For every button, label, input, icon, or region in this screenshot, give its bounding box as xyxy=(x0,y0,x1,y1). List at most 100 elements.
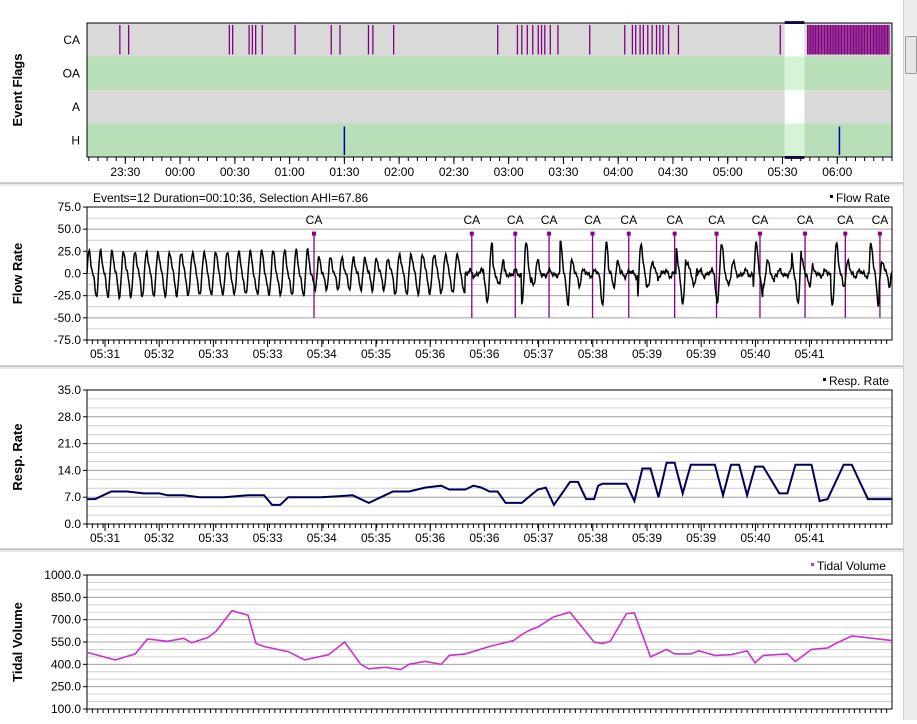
resp-x-tick-label: 05:36 xyxy=(469,531,499,545)
resp-x-tick-label: 05:31 xyxy=(90,531,120,545)
selection-band-h xyxy=(784,123,805,157)
x-tick-label: 05:00 xyxy=(713,165,743,179)
flow-y-tick-label: 75.0 xyxy=(58,200,82,214)
flow-y-tick-label: -50.0 xyxy=(54,311,82,325)
x-tick-label: 03:00 xyxy=(494,165,524,179)
flow-x-tick-label: 05:39 xyxy=(632,347,662,361)
panel-separator xyxy=(0,366,903,369)
ca-event-dot xyxy=(757,231,762,236)
x-tick-label: 04:00 xyxy=(603,165,633,179)
flow-x-tick-label: 05:38 xyxy=(578,347,608,361)
panel-separator xyxy=(0,549,903,552)
ca-event-label: CA xyxy=(463,213,480,227)
resp-y-tick-label: 21.0 xyxy=(58,437,82,451)
flow-y-tick-label: -75.0 xyxy=(54,333,82,347)
resp-y-tick-label: 0.0 xyxy=(64,517,81,531)
resp-x-tick-label: 05:35 xyxy=(361,531,391,545)
ca-event-label: CA xyxy=(708,213,725,227)
ca-event-label: CA xyxy=(507,213,524,227)
x-tick-label: 23:30 xyxy=(110,165,140,179)
resp-x-tick-label: 05:32 xyxy=(144,531,174,545)
flow-x-tick-label: 05:39 xyxy=(686,347,716,361)
event-row-label-h: H xyxy=(71,133,80,147)
resp-x-tick-label: 05:34 xyxy=(307,531,337,545)
resp-plot-area xyxy=(87,390,892,524)
event-row-label-oa: OA xyxy=(63,66,80,80)
flow-x-tick-label: 05:36 xyxy=(415,347,445,361)
event-row-ca xyxy=(87,23,892,57)
ca-event-label: CA xyxy=(872,213,889,227)
flow-y-tick-label: 50.0 xyxy=(58,222,82,236)
flow-x-tick-label: 05:37 xyxy=(524,347,554,361)
tidal-y-tick-label: 850.0 xyxy=(51,590,81,604)
tidal-y-axis-label: Tidal Volume xyxy=(10,602,25,682)
flow-x-tick-label: 05:41 xyxy=(795,347,825,361)
resp-x-tick-label: 05:40 xyxy=(740,531,770,545)
ca-event-label: CA xyxy=(837,213,854,227)
tidal-legend-label: Tidal Volume xyxy=(817,559,886,573)
resp-x-tick-label: 05:37 xyxy=(524,531,554,545)
panel-separator xyxy=(0,183,903,186)
flow-legend-swatch xyxy=(830,195,833,198)
x-tick-label: 02:30 xyxy=(439,165,469,179)
x-tick-label: 02:00 xyxy=(384,165,414,179)
ca-event-label: CA xyxy=(541,213,558,227)
x-tick-label: 04:30 xyxy=(658,165,688,179)
flow-x-tick-label: 05:36 xyxy=(469,347,499,361)
x-tick-label: 01:30 xyxy=(329,165,359,179)
ca-event-dot xyxy=(469,231,474,236)
flow-y-tick-label: -25.0 xyxy=(54,289,82,303)
x-tick-label: 00:00 xyxy=(165,165,195,179)
scrollbar-thumb[interactable] xyxy=(905,36,917,74)
resp-x-tick-label: 05:33 xyxy=(198,531,228,545)
flow-y-tick-label: 25.0 xyxy=(58,244,82,258)
y-axis-label: Event Flags xyxy=(10,54,25,127)
ca-event-dot xyxy=(590,231,595,236)
flow-x-tick-label: 05:40 xyxy=(740,347,770,361)
flow-header-stats: Events=12 Duration=00:10:36, Selection A… xyxy=(93,191,369,205)
ca-event-dot xyxy=(312,231,317,236)
resp-y-tick-label: 28.0 xyxy=(58,410,82,424)
ca-event-dot xyxy=(843,231,848,236)
ca-event-label: CA xyxy=(752,213,769,227)
event-row-label-a: A xyxy=(72,100,80,114)
x-tick-label: 05:30 xyxy=(767,165,797,179)
event-row-label-ca: CA xyxy=(63,33,80,47)
flow-x-tick-label: 05:33 xyxy=(198,347,228,361)
ca-event-dot xyxy=(714,231,719,236)
tidal-y-tick-label: 100.0 xyxy=(51,702,81,716)
selection-band-oa xyxy=(784,56,805,90)
resp-x-tick-label: 05:33 xyxy=(253,531,283,545)
flow-legend-label: Flow Rate xyxy=(836,191,890,205)
ca-event-dot xyxy=(513,231,518,236)
resp-y-tick-label: 14.0 xyxy=(58,463,82,477)
flow-rate-series-line xyxy=(86,240,893,307)
ca-event-dot xyxy=(672,231,677,236)
resp-x-tick-label: 05:36 xyxy=(415,531,445,545)
flow-x-tick-label: 05:32 xyxy=(144,347,174,361)
resp-y-tick-label: 7.0 xyxy=(64,490,81,504)
ca-event-label: CA xyxy=(797,213,814,227)
flow-x-tick-label: 05:33 xyxy=(253,347,283,361)
resp-legend-label: Resp. Rate xyxy=(829,374,889,388)
ca-event-dot xyxy=(877,231,882,236)
resp-x-tick-label: 05:39 xyxy=(632,531,662,545)
ca-event-label: CA xyxy=(666,213,683,227)
event-row-h xyxy=(87,123,892,157)
tidal-y-tick-label: 400.0 xyxy=(51,657,81,671)
tidal-y-tick-label: 700.0 xyxy=(51,613,81,627)
event-frame xyxy=(86,22,893,158)
x-tick-label: 00:30 xyxy=(220,165,250,179)
tidal-volume-series-line xyxy=(86,609,893,671)
flow-x-tick-label: 05:31 xyxy=(90,347,120,361)
event-row-a xyxy=(87,90,892,124)
ca-event-dot xyxy=(626,231,631,236)
flow-x-tick-label: 05:35 xyxy=(361,347,391,361)
ca-event-label: CA xyxy=(306,213,323,227)
resp-rate-series-line xyxy=(87,461,892,507)
ca-event-dot xyxy=(547,231,552,236)
resp-x-tick-label: 05:41 xyxy=(795,531,825,545)
ca-event-label: CA xyxy=(584,213,601,227)
x-tick-label: 03:30 xyxy=(548,165,578,179)
vertical-scrollbar[interactable] xyxy=(903,0,917,720)
